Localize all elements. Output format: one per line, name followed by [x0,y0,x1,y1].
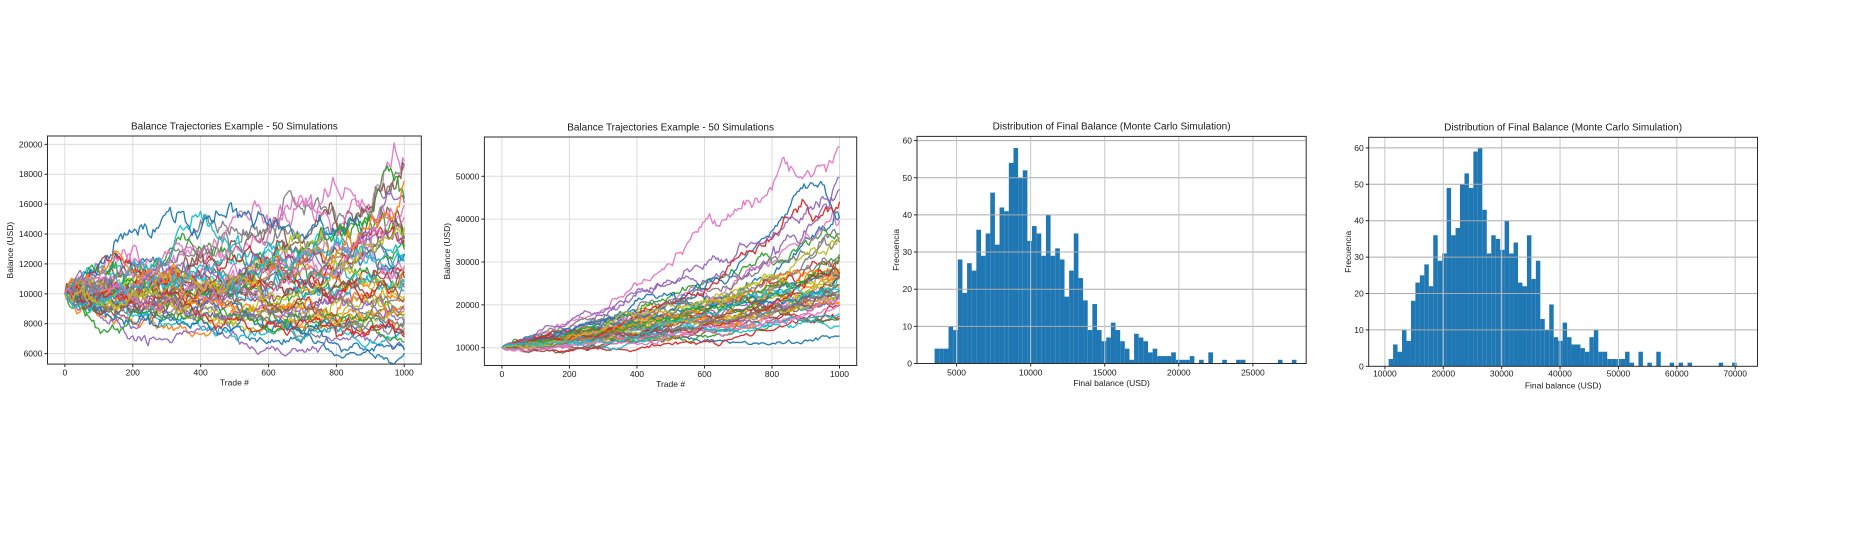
svg-text:14000: 14000 [19,229,43,239]
svg-text:5000: 5000 [947,368,966,378]
svg-text:Balance Trajectories Example -: Balance Trajectories Example - 50 Simula… [567,123,774,134]
svg-text:20: 20 [903,284,913,294]
svg-text:Frecuencia: Frecuencia [1343,231,1353,273]
svg-text:40: 40 [903,210,913,220]
svg-text:Trade #: Trade # [220,378,249,388]
svg-text:50000: 50000 [1607,369,1631,379]
svg-text:50: 50 [903,173,913,183]
svg-text:10000: 10000 [1373,369,1397,379]
svg-text:200: 200 [126,368,140,378]
svg-text:18000: 18000 [19,169,43,179]
svg-text:10: 10 [903,321,913,331]
svg-text:Balance (USD): Balance (USD) [442,223,452,280]
svg-text:200: 200 [562,369,576,379]
svg-text:20000: 20000 [1431,369,1455,379]
svg-text:60: 60 [1354,143,1364,153]
svg-text:12000: 12000 [19,259,43,269]
svg-text:Distribution of Final Balance: Distribution of Final Balance (Monte Car… [1444,123,1682,134]
svg-text:Trade #: Trade # [656,379,685,389]
svg-text:20: 20 [1354,289,1364,299]
svg-text:20000: 20000 [19,139,43,149]
svg-text:600: 600 [261,368,275,378]
svg-text:1000: 1000 [395,368,414,378]
svg-text:600: 600 [697,369,711,379]
svg-text:30000: 30000 [456,257,480,267]
svg-text:40: 40 [1354,216,1364,226]
svg-text:30: 30 [1354,252,1364,262]
svg-text:60: 60 [903,136,913,146]
svg-text:30000: 30000 [1490,369,1514,379]
svg-text:70000: 70000 [1723,369,1747,379]
svg-text:400: 400 [194,368,208,378]
svg-text:800: 800 [765,369,779,379]
svg-text:800: 800 [329,368,343,378]
svg-text:30: 30 [903,247,913,257]
svg-text:40000: 40000 [456,214,480,224]
svg-text:10000: 10000 [1019,368,1043,378]
svg-text:50: 50 [1354,179,1364,189]
svg-text:16000: 16000 [19,199,43,209]
svg-text:60000: 60000 [1665,369,1689,379]
svg-text:20000: 20000 [456,300,480,310]
svg-text:40000: 40000 [1548,369,1572,379]
svg-text:Final balance (USD): Final balance (USD) [1073,378,1150,388]
svg-text:25000: 25000 [1241,368,1265,378]
svg-text:Balance (USD): Balance (USD) [5,222,15,279]
svg-text:10000: 10000 [19,289,43,299]
svg-text:10: 10 [1354,325,1364,335]
svg-text:6000: 6000 [24,349,43,359]
svg-text:0: 0 [1359,361,1364,371]
svg-text:Final balance (USD): Final balance (USD) [1525,381,1602,391]
svg-text:0: 0 [500,369,505,379]
svg-text:0: 0 [907,359,912,369]
svg-text:Balance Trajectories Example -: Balance Trajectories Example - 50 Simula… [131,122,338,133]
svg-text:Frecuencia: Frecuencia [891,229,901,271]
svg-text:8000: 8000 [24,319,43,329]
svg-text:10000: 10000 [456,343,480,353]
svg-text:50000: 50000 [456,171,480,181]
svg-text:15000: 15000 [1093,368,1117,378]
svg-text:1000: 1000 [830,369,849,379]
svg-text:Distribution of Final Balance: Distribution of Final Balance (Monte Car… [993,122,1231,133]
svg-text:20000: 20000 [1167,368,1191,378]
svg-text:0: 0 [63,368,68,378]
svg-text:400: 400 [630,369,644,379]
